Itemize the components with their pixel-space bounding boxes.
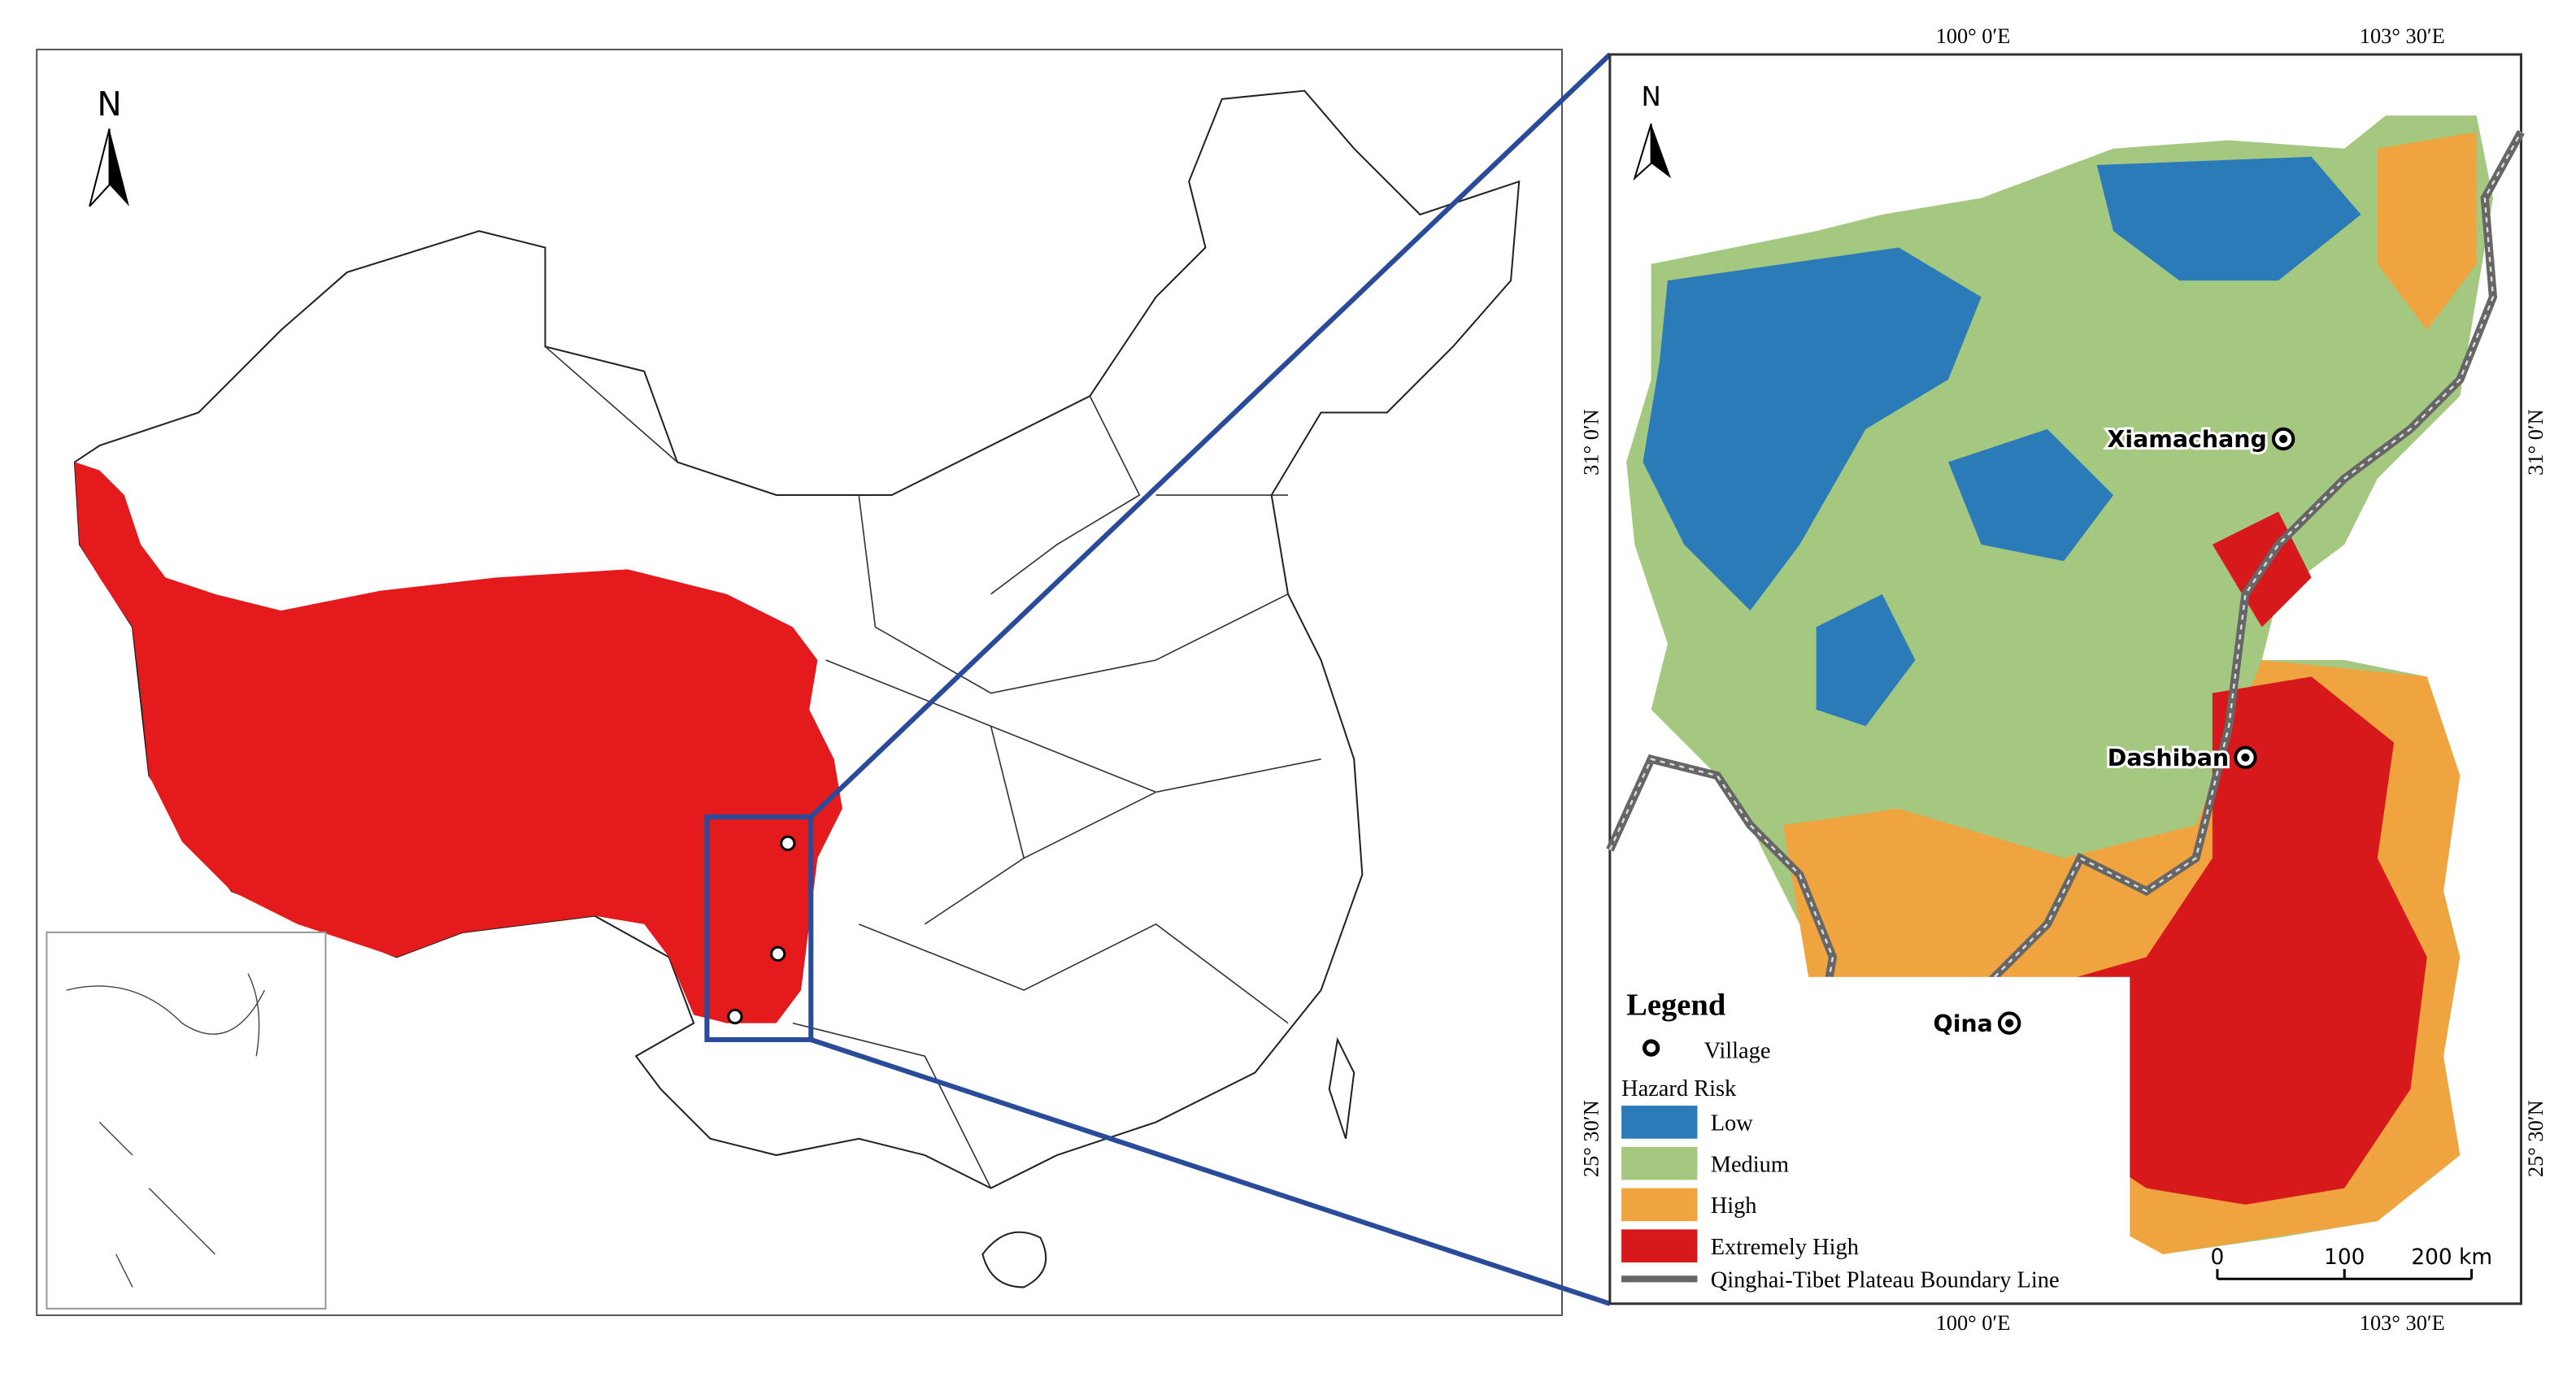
overview-villages: [727, 835, 796, 1025]
inset: [46, 931, 327, 1310]
legend-risk-title: Hazard Risk: [1621, 1076, 1737, 1101]
legend-village: Village: [1704, 1038, 1771, 1063]
boundary-line: [1608, 131, 2522, 1058]
inset-lines: [66, 973, 266, 1288]
village-label: Dashiban: [2108, 745, 2229, 771]
village-label: Xiamachang: [2107, 426, 2266, 453]
legend-class: Low: [1711, 1111, 1754, 1136]
village-dot: [780, 835, 796, 851]
north-arrow: [109, 128, 129, 206]
legend-class: Extremely High: [1711, 1235, 1859, 1260]
legend-swatch: [1621, 1188, 1698, 1222]
scale-label: 0: [2211, 1245, 2225, 1270]
plateau: [74, 462, 842, 1023]
latitude-label: 25° 30′N: [1579, 1100, 1603, 1177]
village-center: [2241, 753, 2250, 762]
village-center: [2279, 434, 2288, 444]
scale-label: 100: [2324, 1245, 2365, 1270]
scale-label: 200 km: [2411, 1245, 2492, 1270]
longitude-label: 103° 30′E: [2360, 24, 2445, 48]
legend-swatch: [1621, 1106, 1698, 1139]
legend-village-symbol: [1642, 1039, 1660, 1057]
china-outline: [73, 89, 1521, 1189]
village-center: [2005, 1019, 2014, 1028]
legend-title: Legend: [1626, 988, 1726, 1022]
longitude-label: 100° 0′E: [1936, 24, 2011, 48]
legend-boundary: Qinghai-Tibet Plateau Boundary Line: [1711, 1267, 2060, 1293]
latitude-label: 31° 0′N: [1579, 409, 1603, 476]
latitude-label: 25° 30′N: [2523, 1100, 2548, 1177]
legend-box: [1618, 976, 2130, 1301]
overview: N: [36, 48, 1564, 1316]
legend-class: Medium: [1711, 1152, 1789, 1177]
latitude-label: 31° 0′N: [2523, 409, 2548, 476]
legend-class: High: [1711, 1193, 1757, 1219]
study-area-box: [704, 814, 814, 1042]
province-lines: [544, 345, 1321, 1188]
zoom-line: [809, 52, 1612, 819]
village-dot: [727, 1008, 743, 1025]
village-label: Qina: [1934, 1010, 1993, 1037]
legend-swatch: [1621, 1229, 1698, 1262]
longitude-label: 103° 30′E: [2360, 1310, 2445, 1335]
detail: N Legend Village Hazard Risk Qinghai-Tib…: [1579, 24, 2548, 1335]
longitude-label: 100° 0′E: [1936, 1310, 2011, 1335]
north-label: N: [97, 85, 121, 124]
village-dot: [770, 945, 786, 962]
north-label: N: [1641, 81, 1660, 112]
legend-swatch: [1621, 1146, 1698, 1180]
zoom-line: [810, 1037, 1611, 1306]
islands: [981, 1036, 1355, 1288]
risk-low: [1643, 156, 2361, 727]
